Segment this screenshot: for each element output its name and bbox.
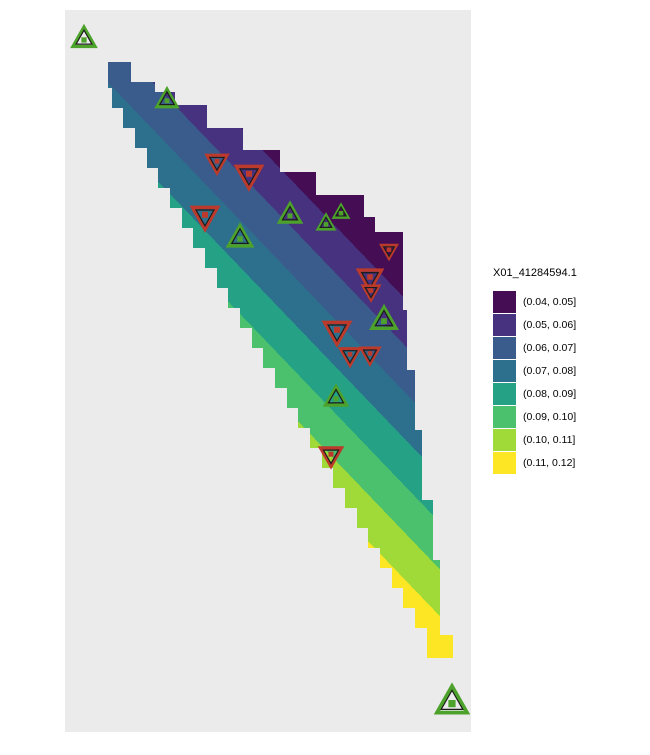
- triangle-down-marker: [355, 268, 385, 294]
- triangle-down-marker: [317, 446, 345, 470]
- triangle-up-marker: [225, 222, 255, 248]
- triangle-down-marker: [321, 320, 353, 348]
- legend-swatch: [493, 382, 516, 405]
- legend-item: (0.11, 0.12]: [493, 451, 577, 474]
- legend-swatch: [493, 290, 516, 313]
- legend-item: (0.10, 0.11]: [493, 428, 577, 451]
- triangle-down-marker: [360, 284, 382, 303]
- legend-label: (0.06, 0.07]: [523, 341, 577, 354]
- legend-label: (0.08, 0.09]: [523, 387, 577, 400]
- legend-label: (0.09, 0.10]: [523, 410, 577, 423]
- legend-item: (0.05, 0.06]: [493, 313, 577, 336]
- triangle-up-marker: [154, 85, 180, 109]
- contour-band: [108, 62, 453, 658]
- triangle-down-marker: [189, 205, 221, 233]
- triangle-up-marker: [369, 303, 399, 331]
- triangle-up-marker: [70, 23, 98, 49]
- markers-layer: [70, 23, 471, 715]
- legend-swatch: [493, 359, 516, 382]
- legend-item: (0.06, 0.07]: [493, 336, 577, 359]
- legend-swatch: [493, 428, 516, 451]
- legend-item: (0.09, 0.10]: [493, 405, 577, 428]
- legend: X01_41284594.1 (0.04, 0.05] (0.05, 0.06]…: [493, 267, 577, 474]
- triangle-down-marker: [233, 164, 265, 192]
- legend-title: X01_41284594.1: [493, 267, 577, 279]
- legend-item: (0.08, 0.09]: [493, 382, 577, 405]
- triangle-down-marker: [204, 153, 230, 177]
- triangle-up-marker: [433, 682, 471, 715]
- triangle-down-marker: [358, 346, 382, 367]
- legend-item: (0.04, 0.05]: [493, 290, 577, 313]
- legend-swatch: [493, 451, 516, 474]
- legend-label: (0.05, 0.06]: [523, 318, 577, 331]
- legend-label: (0.11, 0.12]: [523, 456, 576, 469]
- triangle-up-marker: [276, 200, 304, 224]
- legend-swatch: [493, 405, 516, 428]
- legend-item: (0.07, 0.08]: [493, 359, 577, 382]
- legend-swatch: [493, 313, 516, 336]
- legend-swatch: [493, 336, 516, 359]
- triangle-up-marker: [322, 383, 350, 407]
- triangle-up-marker: [315, 212, 337, 231]
- triangle-down-marker: [379, 243, 399, 262]
- triangle-down-marker: [337, 347, 363, 369]
- legend-label: (0.10, 0.11]: [523, 433, 576, 446]
- legend-label: (0.07, 0.08]: [523, 364, 577, 377]
- triangle-up-marker: [331, 202, 351, 219]
- legend-label: (0.04, 0.05]: [523, 295, 577, 308]
